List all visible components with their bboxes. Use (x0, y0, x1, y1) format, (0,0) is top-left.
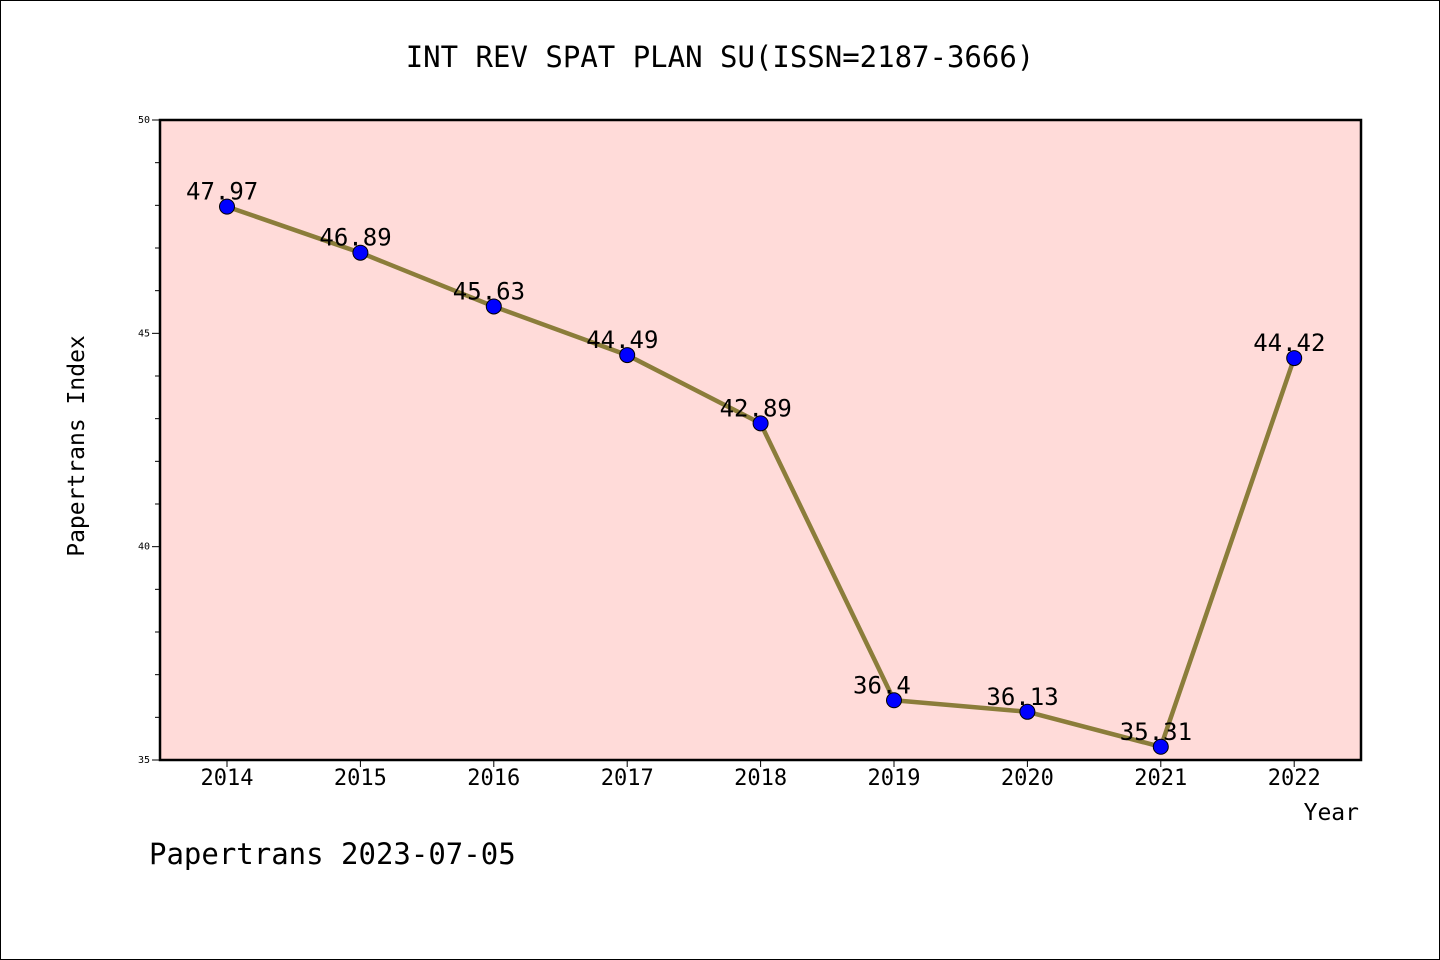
y-axis-label: Papertrans Index (64, 335, 90, 557)
data-label: 47.97 (186, 178, 258, 206)
data-label: 45.63 (453, 277, 525, 305)
data-point (352, 244, 369, 261)
x-axis-label: Year (1304, 800, 1359, 826)
plot-area (160, 120, 1361, 760)
data-label: 36.13 (986, 683, 1058, 711)
data-point (886, 692, 902, 709)
y-tick-label: 45 (138, 328, 150, 339)
x-tick-label: 2015 (334, 766, 387, 791)
footer-text: Papertrans 2023-07-05 (149, 837, 516, 871)
y-tick-label: 50 (138, 115, 150, 126)
data-point (619, 347, 636, 364)
x-tick-label: 2018 (734, 766, 787, 791)
data-point (1286, 350, 1303, 367)
chart-title: INT REV SPAT PLAN SU(ISSN=2187-3666) (406, 40, 1035, 74)
x-tick-label: 2017 (601, 766, 654, 791)
data-label: 42.89 (720, 394, 792, 422)
plot-border (158, 118, 1363, 762)
x-tick-label: 2014 (201, 766, 254, 791)
x-tick-label: 2016 (467, 766, 520, 791)
x-tick-label: 2022 (1268, 766, 1321, 791)
x-tick-label: 2021 (1134, 766, 1187, 791)
data-label: 46.89 (319, 224, 391, 252)
data-label: 35.31 (1120, 718, 1192, 746)
data-point (485, 298, 502, 315)
data-label: 44.42 (1253, 329, 1325, 357)
data-labels: 47.97 46.89 45.63 44.49 42.89 36.4 36.13 35.31 4… (186, 178, 1325, 746)
x-tick-label: 2019 (868, 766, 921, 791)
data-point (1152, 738, 1169, 755)
data-point (1019, 703, 1036, 720)
y-tick-label: 40 (138, 542, 150, 553)
data-point (219, 198, 235, 215)
x-tick-label: 2020 (1001, 766, 1054, 791)
y-tick-label: 35 (138, 755, 150, 766)
data-label: 36.4 (853, 671, 911, 699)
series-markers (219, 198, 1303, 755)
data-label: 44.49 (586, 326, 658, 354)
x-axis-ticks: 2014 2015 2016 2017 2018 2019 2020 2021 2022 (201, 760, 1321, 791)
y-axis-ticks: 35 40 45 50 (138, 115, 160, 766)
data-point (752, 415, 769, 432)
